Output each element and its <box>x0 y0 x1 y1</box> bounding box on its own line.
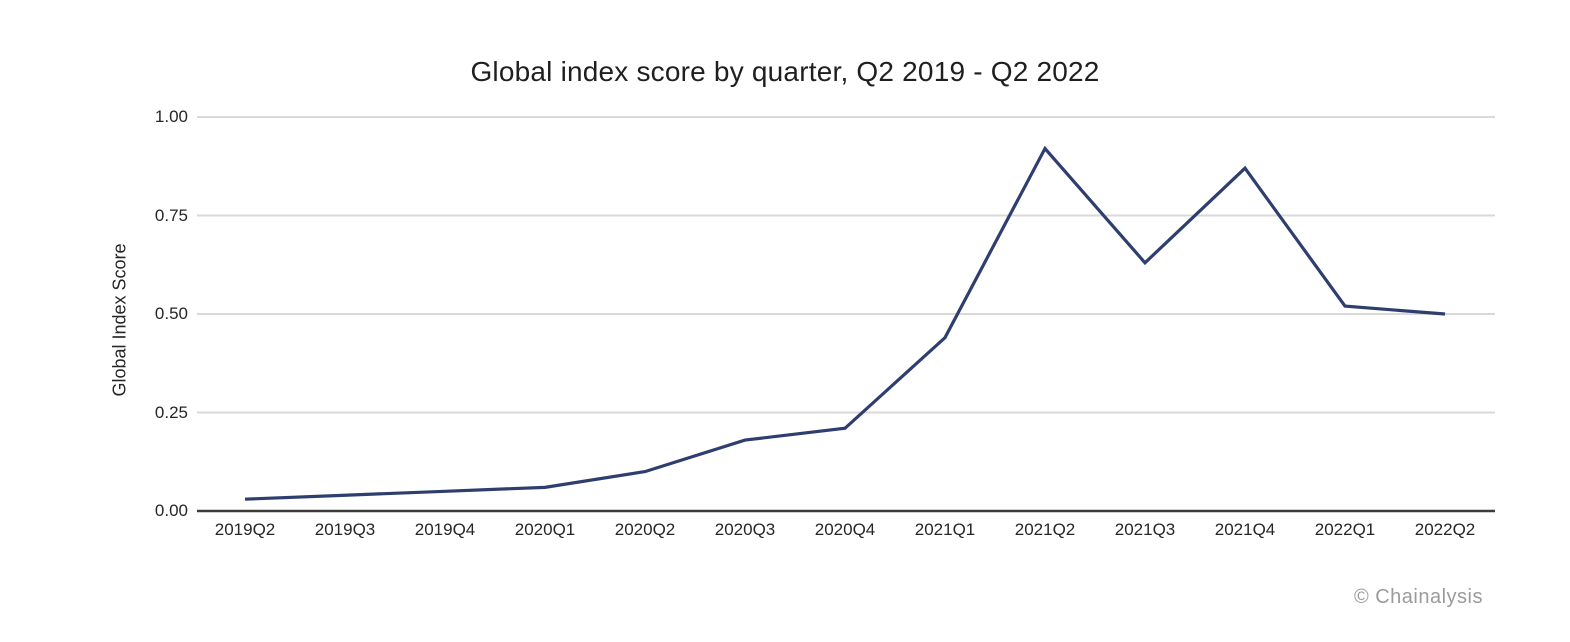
y-tick-label: 0.50 <box>154 304 188 323</box>
x-tick-label: 2019Q2 <box>214 520 276 539</box>
x-tick-label: 2021Q3 <box>1114 520 1176 539</box>
x-tick-label: 2019Q4 <box>414 520 476 539</box>
y-tick-label: 0.75 <box>154 205 188 225</box>
x-tick-label: 2021Q1 <box>914 520 976 539</box>
series-line <box>244 145 1446 501</box>
x-tick-label: 2021Q2 <box>1014 520 1076 539</box>
x-tick-label: 2020Q3 <box>714 520 776 539</box>
y-tick-label: 1.00 <box>154 107 188 126</box>
chart-title: Global index score by quarter, Q2 2019 -… <box>470 56 1100 87</box>
x-tick-label: 2020Q4 <box>814 520 876 539</box>
watermark: © Chainalysis <box>1353 586 1483 608</box>
x-tick-label: 2020Q1 <box>514 520 576 539</box>
y-tick-label: 0.25 <box>154 402 188 422</box>
x-tick-label: 2022Q2 <box>1414 520 1476 539</box>
x-tick-label: 2020Q2 <box>614 520 676 539</box>
x-tick-label: 2021Q4 <box>1214 520 1276 539</box>
x-tick-label: 2019Q3 <box>314 520 376 539</box>
y-tick-label: 0.00 <box>154 501 188 520</box>
x-tick-label: 2022Q1 <box>1314 520 1376 539</box>
